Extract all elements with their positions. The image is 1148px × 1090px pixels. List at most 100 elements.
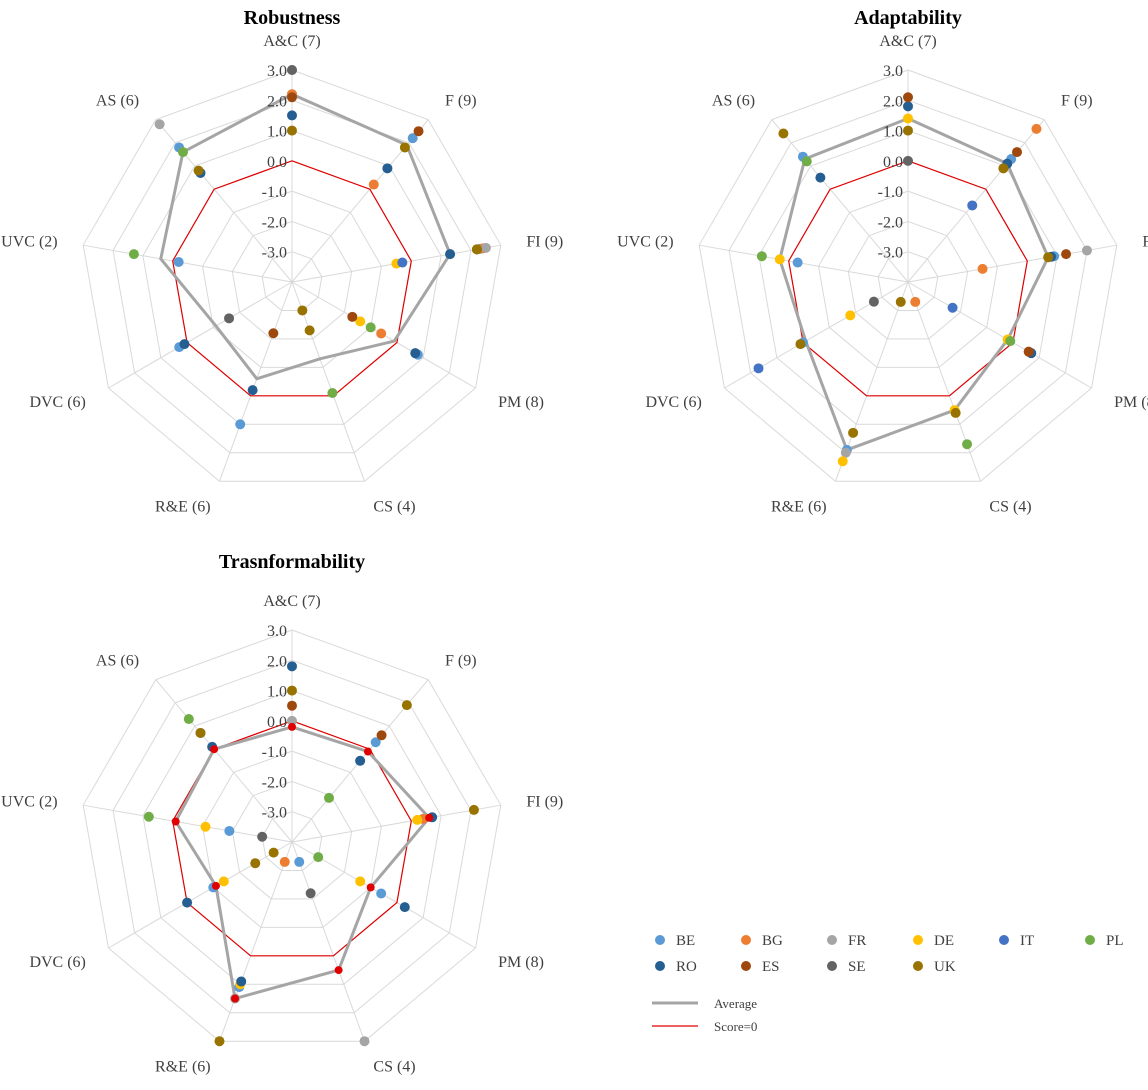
zero-marker (171, 817, 180, 826)
point-de (837, 456, 848, 467)
legend-label-fr: FR (848, 933, 866, 949)
point-bg (368, 179, 379, 190)
point-es (287, 700, 297, 711)
grid-spoke (907, 281, 1092, 389)
grid-spoke (219, 281, 293, 482)
point-uk (795, 339, 806, 350)
axis-label: FI (9) (526, 794, 563, 811)
point-ro (247, 385, 258, 396)
axis-label: A&C (7) (879, 33, 936, 50)
point-ro (903, 101, 913, 112)
grid-ring (82, 69, 502, 482)
grid-spoke (907, 119, 1045, 283)
point-pl (962, 439, 973, 450)
grid-ring (261, 811, 323, 871)
point-uk (468, 804, 479, 815)
point-bg (376, 328, 387, 339)
point-pl (365, 322, 376, 333)
grid-spoke (291, 841, 365, 1042)
axis-label: AS (6) (712, 93, 755, 110)
point-pl (756, 251, 767, 262)
point-de (355, 876, 366, 887)
point-uk (214, 1036, 225, 1047)
point-it (397, 257, 408, 268)
zero-marker (425, 813, 434, 822)
legend-marker-se (827, 961, 837, 971)
axis-label: PM (8) (1114, 394, 1148, 411)
point-es (376, 730, 387, 741)
point-de (355, 316, 366, 327)
axis-label: R&E (6) (771, 499, 827, 516)
tick-label: 3.0 (267, 623, 287, 640)
point-uk (1043, 252, 1054, 263)
grid-spoke (907, 281, 981, 482)
axis-label: PM (8) (498, 394, 544, 411)
point-be (294, 856, 305, 867)
grid-spoke (699, 244, 909, 283)
grid-spoke (108, 841, 293, 949)
legend-marker-ro (655, 961, 665, 971)
point-be (370, 737, 381, 748)
legend: BE BG FR DE IT PL RO ES SE UK Average Score=0 (652, 933, 1124, 1034)
point-de (200, 821, 211, 832)
legend-line-label: Score=0 (714, 1019, 757, 1034)
point-ro (399, 902, 410, 913)
point-es (903, 92, 913, 103)
grid-ring (231, 780, 353, 900)
grid-spoke (907, 244, 1117, 283)
legend-label-ro: RO (676, 959, 697, 975)
grid-spoke (83, 244, 293, 283)
point-be (224, 825, 235, 836)
point-de (774, 254, 785, 265)
axis-label: CS (4) (989, 499, 1031, 516)
grid-spoke (108, 281, 293, 389)
tick-label: 0.0 (267, 714, 287, 731)
zero-marker (210, 745, 219, 754)
score-zero-line (788, 160, 1028, 397)
grid-spoke (291, 804, 501, 843)
zero-marker (363, 747, 372, 756)
point-uk (903, 125, 913, 136)
point-fr (154, 119, 165, 130)
point-uk (778, 128, 789, 139)
point-es (287, 92, 297, 103)
legend-line-label: Average (714, 996, 757, 1011)
point-es (1023, 346, 1034, 357)
point-it (753, 363, 764, 374)
point-ro (179, 339, 190, 350)
tick-label: 1.0 (883, 124, 903, 141)
tick-label: 0.0 (883, 154, 903, 171)
point-uk (848, 427, 859, 438)
point-uk (287, 125, 297, 136)
point-be (235, 419, 246, 430)
point-es (347, 311, 358, 322)
legend-marker-de (913, 935, 923, 945)
point-ro (287, 110, 297, 121)
grid-ring (877, 251, 939, 311)
grid-ring (82, 629, 502, 1042)
axis-label: UVC (2) (617, 234, 673, 251)
point-uk (304, 325, 315, 336)
axis-label: DVC (6) (645, 394, 701, 411)
chart-title: Trasnformability (219, 551, 365, 573)
score-zero-line (172, 160, 412, 397)
charts-layer: Robustness 3.0 2.0 1.0 0.0 -1.0 -2.0 -3.0 A&C (7… (1, 7, 1148, 1076)
point-pl (327, 387, 338, 398)
country-points (143, 661, 479, 1047)
grid-ring (112, 99, 472, 454)
point-be (376, 888, 387, 899)
axis-label: AS (6) (96, 653, 139, 670)
axis-label: A&C (7) (263, 33, 320, 50)
grid-ring (201, 750, 383, 928)
axis-label: DVC (6) (29, 954, 85, 971)
tick-label: 2.0 (883, 93, 903, 110)
grid-spoke (219, 841, 293, 1042)
point-es (1061, 249, 1072, 260)
legend-label-uk: UK (934, 959, 956, 975)
axis-label: F (9) (1061, 93, 1093, 110)
legend-label-bg: BG (762, 933, 783, 949)
point-pl (801, 156, 812, 167)
point-be (792, 257, 803, 268)
point-fr (287, 715, 297, 726)
point-se (903, 155, 913, 166)
